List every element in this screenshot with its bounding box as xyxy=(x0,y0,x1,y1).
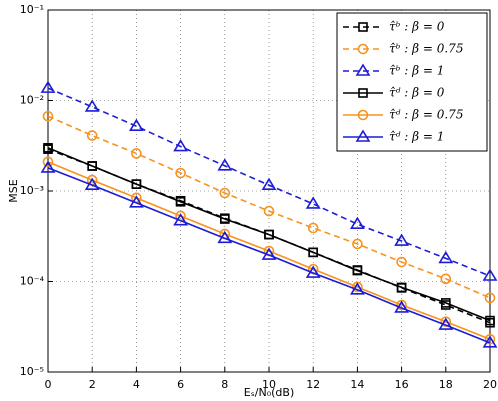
y-tick-label: 10⁻⁴ xyxy=(20,275,45,288)
marker xyxy=(352,265,363,276)
x-tick-label: 10 xyxy=(262,378,276,391)
marker xyxy=(264,229,274,240)
marker xyxy=(42,110,54,122)
marker xyxy=(485,315,495,326)
x-tick-label: 2 xyxy=(89,378,96,391)
legend-label: τ̂ᵈ : β = 0.75 xyxy=(389,108,463,122)
x-tick-label: 4 xyxy=(133,378,140,391)
marker xyxy=(86,130,98,141)
marker xyxy=(175,196,186,207)
marker xyxy=(307,222,319,234)
marker xyxy=(42,156,54,168)
marker xyxy=(396,256,407,268)
marker xyxy=(482,268,498,281)
marker xyxy=(355,63,371,76)
legend-label: τ̂ᵇ : β = 1 xyxy=(389,64,444,78)
x-tick-label: 14 xyxy=(350,378,364,391)
x-tick-label: 18 xyxy=(439,378,453,391)
x-tick-label: 8 xyxy=(221,378,228,391)
marker xyxy=(440,273,452,285)
y-tick-label: 10⁻¹ xyxy=(20,3,44,16)
marker xyxy=(131,148,142,159)
x-tick-label: 12 xyxy=(306,378,320,391)
marker xyxy=(173,138,189,152)
marker xyxy=(349,282,365,295)
legend-label: τ̂ᵇ : β = 0 xyxy=(389,20,445,34)
marker xyxy=(40,160,56,173)
plot-frame xyxy=(47,9,491,373)
marker xyxy=(484,333,496,345)
marker xyxy=(217,230,233,244)
marker xyxy=(43,143,53,153)
x-tick-label: 6 xyxy=(177,378,184,391)
marker xyxy=(128,195,144,208)
marker xyxy=(440,316,452,327)
marker xyxy=(438,250,454,264)
marker xyxy=(349,216,365,229)
marker xyxy=(263,205,275,217)
series-line xyxy=(47,167,491,344)
marker xyxy=(261,247,277,260)
marker xyxy=(358,88,368,98)
marker xyxy=(355,129,371,142)
y-axis-label: MSE xyxy=(7,179,20,202)
legend-label: τ̂ᵈ : β = 0 xyxy=(389,86,445,100)
marker xyxy=(261,177,277,190)
marker xyxy=(396,282,407,293)
marker xyxy=(440,298,451,308)
x-axis-label: Eₛ/N₀(dB) xyxy=(244,386,295,399)
y-tick-label: 10⁻² xyxy=(20,94,44,107)
y-tick-label: 10⁻³ xyxy=(20,184,44,197)
marker xyxy=(128,118,144,132)
marker xyxy=(394,300,410,313)
marker xyxy=(220,214,230,224)
marker xyxy=(84,177,100,190)
marker xyxy=(87,161,97,171)
marker xyxy=(394,233,410,246)
legend-box xyxy=(336,12,488,152)
x-tick-label: 16 xyxy=(395,378,409,391)
x-tick-label: 0 xyxy=(45,378,52,391)
series-line xyxy=(47,148,491,324)
x-tick-label: 20 xyxy=(483,378,497,391)
marker xyxy=(84,99,100,112)
marker xyxy=(219,187,231,199)
marker xyxy=(217,158,233,171)
marker xyxy=(305,196,321,209)
marker xyxy=(305,265,321,278)
marker xyxy=(357,109,369,121)
marker xyxy=(358,22,368,32)
marker xyxy=(482,335,498,348)
marker xyxy=(438,317,454,330)
legend-label: τ̂ᵈ : β = 1 xyxy=(389,130,444,144)
marker xyxy=(352,238,363,250)
marker xyxy=(484,292,496,304)
y-tick-label: 10⁻⁵ xyxy=(20,365,44,378)
marker xyxy=(40,80,56,93)
marker xyxy=(308,247,319,258)
series-line xyxy=(47,161,491,341)
marker xyxy=(173,213,189,226)
series-line xyxy=(47,115,491,299)
marker xyxy=(175,167,186,179)
marker xyxy=(357,43,369,55)
marker xyxy=(131,179,142,189)
legend-label: τ̂ᵇ : β = 0.75 xyxy=(389,42,463,56)
series-line xyxy=(47,87,491,277)
series-line xyxy=(47,147,491,322)
